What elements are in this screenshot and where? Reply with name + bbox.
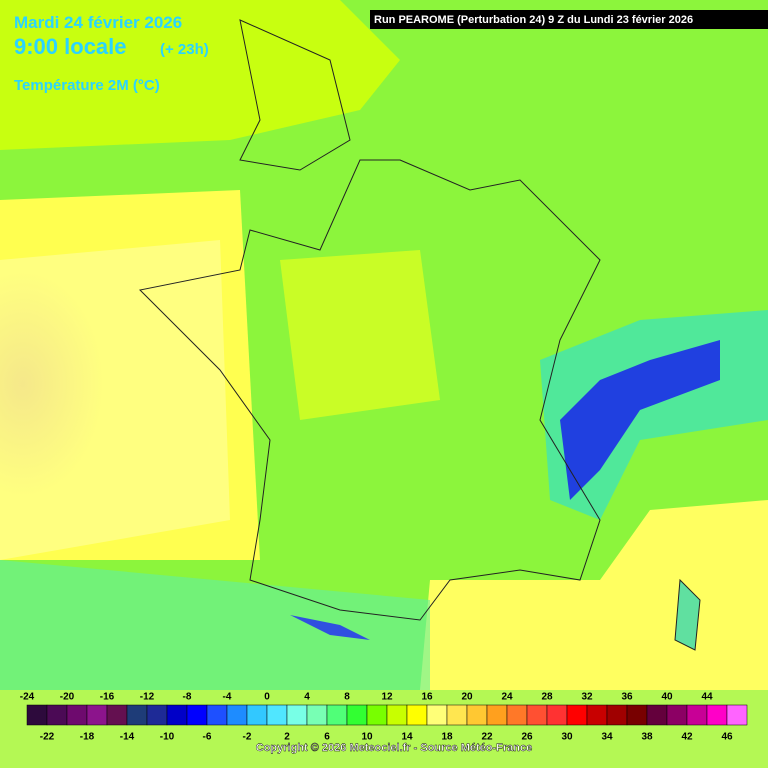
england-coast xyxy=(239,19,351,171)
legend-swatch xyxy=(386,704,408,726)
legend-tick-label: -24 xyxy=(20,692,35,703)
legend-tick-label: -14 xyxy=(120,732,135,743)
legend-tick-label: 32 xyxy=(581,692,593,703)
legend-swatch xyxy=(286,704,308,726)
legend-swatch xyxy=(426,704,448,726)
legend-swatch xyxy=(66,704,88,726)
legend-tick-label: 20 xyxy=(461,692,473,703)
legend-tick-label: 18 xyxy=(441,732,453,743)
parameter: Température 2M (°C) xyxy=(14,77,160,94)
legend-swatch xyxy=(326,704,348,726)
atlantic-warm xyxy=(0,240,230,560)
legend-tick-label: -4 xyxy=(223,692,232,703)
legend-tick-label: 30 xyxy=(561,732,573,743)
france-center xyxy=(280,250,440,420)
legend-swatch xyxy=(466,704,488,726)
time: 9:00 locale xyxy=(14,34,127,59)
legend-swatch xyxy=(346,704,368,726)
legend-swatch xyxy=(626,704,648,726)
pyrenees-cold xyxy=(290,615,370,640)
legend-tick-label: 12 xyxy=(381,692,393,703)
legend-tick-label: -10 xyxy=(160,732,175,743)
date: Mardi 24 février 2026 xyxy=(14,13,182,32)
legend-tick-label: 26 xyxy=(521,732,533,743)
legend-tick-label: 44 xyxy=(701,692,713,703)
legend-swatch xyxy=(726,704,748,726)
legend-tick-label: 6 xyxy=(324,732,330,743)
legend-tick-label: -20 xyxy=(60,692,75,703)
spain-area xyxy=(0,560,430,690)
alps-cold xyxy=(560,340,720,500)
legend-tick-label: 42 xyxy=(681,732,693,743)
legend-swatch xyxy=(526,704,548,726)
legend-background xyxy=(0,690,768,768)
copyright: Copyright © 2026 Meteociel.fr - Source M… xyxy=(256,742,532,754)
legend-tick-label: 4 xyxy=(304,692,310,703)
legend-tick-label: 38 xyxy=(641,732,653,743)
legend-swatch xyxy=(26,704,48,726)
legend: -24-22-20-18-16-14-12-10-8-6-4-202468101… xyxy=(20,692,748,743)
legend-swatch xyxy=(586,704,608,726)
legend-tick-label: 22 xyxy=(481,732,493,743)
legend-tick-label: 24 xyxy=(501,692,513,703)
legend-swatch xyxy=(486,704,508,726)
legend-swatch xyxy=(706,704,728,726)
legend-swatch xyxy=(186,704,208,726)
legend-swatch xyxy=(126,704,148,726)
north-sea-area xyxy=(0,0,400,150)
legend-tick-label: -8 xyxy=(183,692,192,703)
legend-tick-label: 14 xyxy=(401,732,413,743)
lead-time: (+ 23h) xyxy=(160,41,209,58)
legend-tick-label: 0 xyxy=(264,692,270,703)
legend-tick-label: 40 xyxy=(661,692,673,703)
legend-swatch xyxy=(206,704,228,726)
corsica xyxy=(674,578,701,651)
legend-tick-label: -6 xyxy=(203,732,212,743)
legend-tick-label: -22 xyxy=(40,732,55,743)
legend-tick-label: 46 xyxy=(721,732,733,743)
legend-swatch xyxy=(506,704,528,726)
legend-swatch xyxy=(406,704,428,726)
legend-swatch xyxy=(306,704,328,726)
legend-swatch xyxy=(246,704,268,726)
legend-swatch xyxy=(646,704,668,726)
legend-swatch xyxy=(226,704,248,726)
legend-swatch xyxy=(546,704,568,726)
legend-swatch xyxy=(46,704,68,726)
legend-tick-label: 36 xyxy=(621,692,633,703)
legend-swatch xyxy=(686,704,708,726)
run-info: Run PEAROME (Perturbation 24) 9 Z du Lun… xyxy=(374,14,693,26)
legend-swatch xyxy=(606,704,628,726)
legend-tick-label: 34 xyxy=(601,732,613,743)
legend-swatch xyxy=(366,704,388,726)
legend-swatch xyxy=(146,704,168,726)
legend-swatch xyxy=(86,704,108,726)
legend-swatch xyxy=(266,704,288,726)
legend-swatch xyxy=(666,704,688,726)
legend-tick-label: 28 xyxy=(541,692,553,703)
legend-tick-label: -2 xyxy=(243,732,252,743)
legend-tick-label: 2 xyxy=(284,732,290,743)
legend-tick-label: 10 xyxy=(361,732,373,743)
legend-tick-label: 8 xyxy=(344,692,350,703)
legend-tick-label: 16 xyxy=(421,692,433,703)
legend-swatch xyxy=(566,704,588,726)
legend-tick-label: -12 xyxy=(140,692,155,703)
legend-tick-label: -16 xyxy=(100,692,115,703)
france-border xyxy=(138,159,601,621)
legend-tick-label: -18 xyxy=(80,732,95,743)
legend-swatch xyxy=(166,704,188,726)
legend-swatch xyxy=(446,704,468,726)
run-banner xyxy=(370,10,768,29)
legend-swatch xyxy=(106,704,128,726)
